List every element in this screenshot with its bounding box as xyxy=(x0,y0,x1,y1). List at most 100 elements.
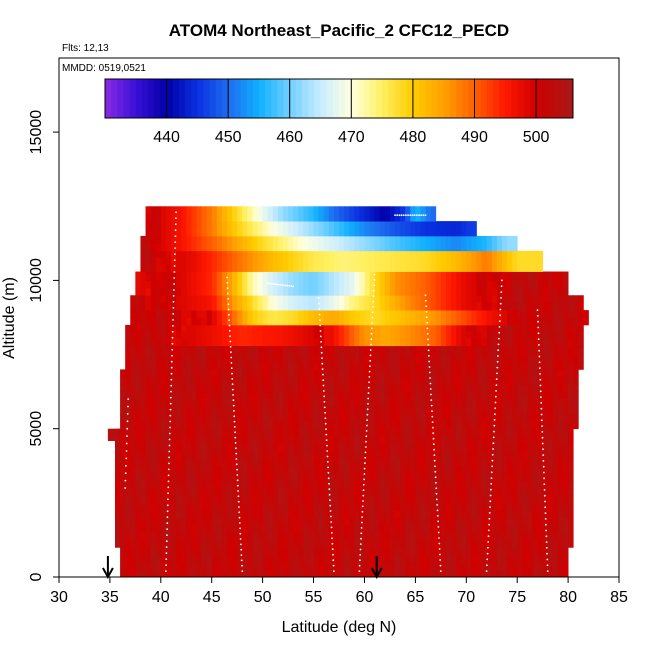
heat-cell xyxy=(216,271,223,274)
heat-cell xyxy=(486,354,493,363)
heat-cell xyxy=(425,324,432,332)
heat-cell xyxy=(522,547,528,556)
heat-cell xyxy=(410,376,416,385)
heat-cell xyxy=(461,532,467,541)
heat-cell xyxy=(150,502,157,511)
heat-cell xyxy=(191,502,197,511)
heat-cell xyxy=(186,502,192,511)
track-dot xyxy=(318,313,321,316)
heat-cell xyxy=(165,273,172,281)
heat-cell xyxy=(339,317,345,326)
heat-cell xyxy=(135,502,141,511)
heat-cell xyxy=(420,384,426,393)
heat-cell xyxy=(272,345,279,348)
heat-cell xyxy=(537,310,544,318)
heat-cell xyxy=(547,421,554,430)
heat-cell xyxy=(547,376,554,385)
heat-cell xyxy=(196,354,202,363)
heat-cell xyxy=(339,421,345,430)
heat-cell xyxy=(354,345,360,348)
heat-cell xyxy=(252,502,258,511)
heat-cell xyxy=(237,569,243,577)
heat-cell xyxy=(501,436,508,444)
heat-cell xyxy=(405,488,411,496)
heat-cell xyxy=(547,554,554,563)
heat-cell xyxy=(379,280,386,289)
heat-cell xyxy=(267,376,274,385)
heat-cell xyxy=(160,338,167,347)
heat-cell xyxy=(140,413,146,422)
heat-cell xyxy=(181,495,187,504)
heat-cell xyxy=(471,480,477,489)
heat-cell xyxy=(507,235,513,244)
heat-cell xyxy=(410,465,416,474)
track-dot xyxy=(436,504,439,506)
track-dot xyxy=(537,332,540,335)
heat-cell xyxy=(237,271,243,274)
track-dot xyxy=(364,446,367,448)
heat-cell xyxy=(420,502,426,511)
track-dot xyxy=(127,405,129,408)
heat-cell xyxy=(563,495,569,504)
heat-cell xyxy=(221,480,228,489)
heat-cell xyxy=(257,221,264,229)
heat-cell xyxy=(135,347,141,355)
track-dot xyxy=(173,265,176,267)
heat-cell xyxy=(313,450,320,459)
heat-cell xyxy=(115,532,121,541)
heat-cell xyxy=(333,413,340,422)
heat-cell xyxy=(298,302,304,311)
heat-cell xyxy=(476,317,482,326)
track-dot xyxy=(285,284,287,287)
heat-cell xyxy=(451,228,457,237)
heat-cell xyxy=(120,488,126,496)
heat-cell xyxy=(160,436,167,444)
heat-cell xyxy=(532,510,538,519)
heat-cell xyxy=(232,369,238,378)
heat-cell xyxy=(293,206,299,215)
heat-cell xyxy=(359,206,365,215)
heat-cell xyxy=(507,436,513,444)
heat-cell xyxy=(400,421,406,430)
heat-cell xyxy=(496,324,503,332)
heat-cell xyxy=(573,413,579,422)
heat-cell xyxy=(491,406,498,415)
heat-cell xyxy=(405,213,411,222)
heat-cell xyxy=(201,458,208,467)
heat-cell xyxy=(496,376,503,385)
heat-cell xyxy=(481,510,488,519)
track-dot xyxy=(169,414,172,417)
heat-cell xyxy=(359,324,365,332)
heat-cell xyxy=(557,473,564,482)
heat-cell xyxy=(272,330,279,339)
track-dot xyxy=(499,314,501,317)
heat-cell xyxy=(364,330,370,339)
heat-cell xyxy=(445,413,452,422)
colorbar-segment xyxy=(363,79,371,118)
colorbar-segment xyxy=(185,79,192,118)
heat-cell xyxy=(532,465,538,474)
heat-cell xyxy=(288,562,294,570)
heat-cell xyxy=(583,317,589,326)
heat-cell xyxy=(165,317,172,326)
heat-cell xyxy=(395,256,401,265)
heat-cell xyxy=(517,287,523,296)
heat-cell xyxy=(257,547,264,556)
heat-cell xyxy=(507,510,513,519)
track-dot xyxy=(167,492,170,495)
heat-cell xyxy=(252,517,258,526)
heat-cell xyxy=(476,376,482,385)
heat-cell xyxy=(400,295,406,304)
heat-cell xyxy=(227,361,233,370)
heat-cell xyxy=(267,354,274,363)
colorbar-segment xyxy=(388,79,395,118)
heat-cell xyxy=(211,271,218,274)
heat-cell xyxy=(277,264,284,272)
heat-cell xyxy=(557,399,564,407)
heat-cell xyxy=(283,361,289,370)
heat-cell xyxy=(283,256,289,265)
track-dot xyxy=(438,537,440,539)
heat-cell xyxy=(374,317,381,326)
heat-cell xyxy=(451,330,457,339)
track-dot xyxy=(170,360,173,363)
